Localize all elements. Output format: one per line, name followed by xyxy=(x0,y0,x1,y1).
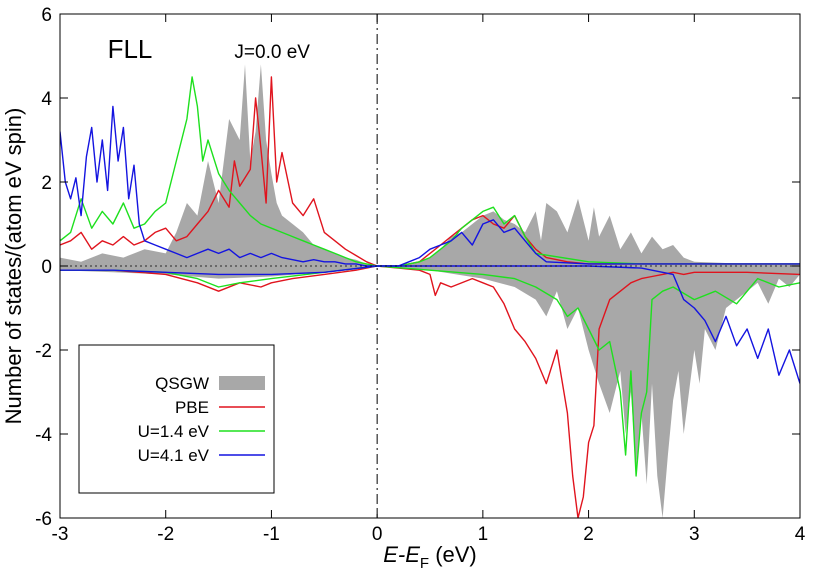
series-u-4-1-ev-down xyxy=(60,265,800,384)
series-u-1-4-ev-up xyxy=(60,76,800,267)
x-tick-label: -1 xyxy=(263,524,280,545)
series-pbe-down xyxy=(60,265,800,518)
legend-box xyxy=(78,344,275,494)
x-axis-title-sub: F xyxy=(420,555,429,572)
annotation-method: FLL xyxy=(108,34,153,64)
x-tick-label: 4 xyxy=(795,524,806,545)
legend-swatch-qsgw xyxy=(219,376,265,390)
x-axis-title: E-EF (eV) xyxy=(383,542,477,572)
series-u-4-1-ev-up xyxy=(60,105,800,267)
x-tick-label: 3 xyxy=(689,524,700,545)
y-tick-label: -2 xyxy=(35,341,52,362)
series-pbe-up xyxy=(60,76,800,267)
y-tick-label: 6 xyxy=(41,5,52,26)
x-tick-label: 2 xyxy=(583,524,594,545)
legend-label-qsgw: QSGW xyxy=(155,374,209,393)
y-tick-label: 4 xyxy=(41,89,52,110)
x-tick-label: -2 xyxy=(157,524,174,545)
x-tick-label: 0 xyxy=(372,524,383,545)
legend-label-u-1-4-ev: U=1.4 eV xyxy=(138,422,210,441)
x-axis-title-main: E-E xyxy=(383,542,420,567)
x-tick-label: 1 xyxy=(478,524,489,545)
y-axis-title: Number of states/(atom eV spin) xyxy=(1,108,26,425)
y-tick-label: 2 xyxy=(41,173,52,194)
legend-label-u-4-1-ev: U=4.1 eV xyxy=(138,446,210,465)
y-tick-label: 0 xyxy=(41,257,52,278)
x-tick-label: -3 xyxy=(52,524,69,545)
y-tick-label: -4 xyxy=(35,425,52,446)
y-tick-label: -6 xyxy=(35,509,52,530)
series-qsgw-up xyxy=(60,64,800,267)
x-axis-title-unit: (eV) xyxy=(429,542,477,567)
series-u-1-4-ev-down xyxy=(60,265,800,477)
legend-label-pbe: PBE xyxy=(175,398,209,417)
series-qsgw-down xyxy=(60,266,800,518)
annotation-j-value: J=0.0 eV xyxy=(234,42,310,63)
